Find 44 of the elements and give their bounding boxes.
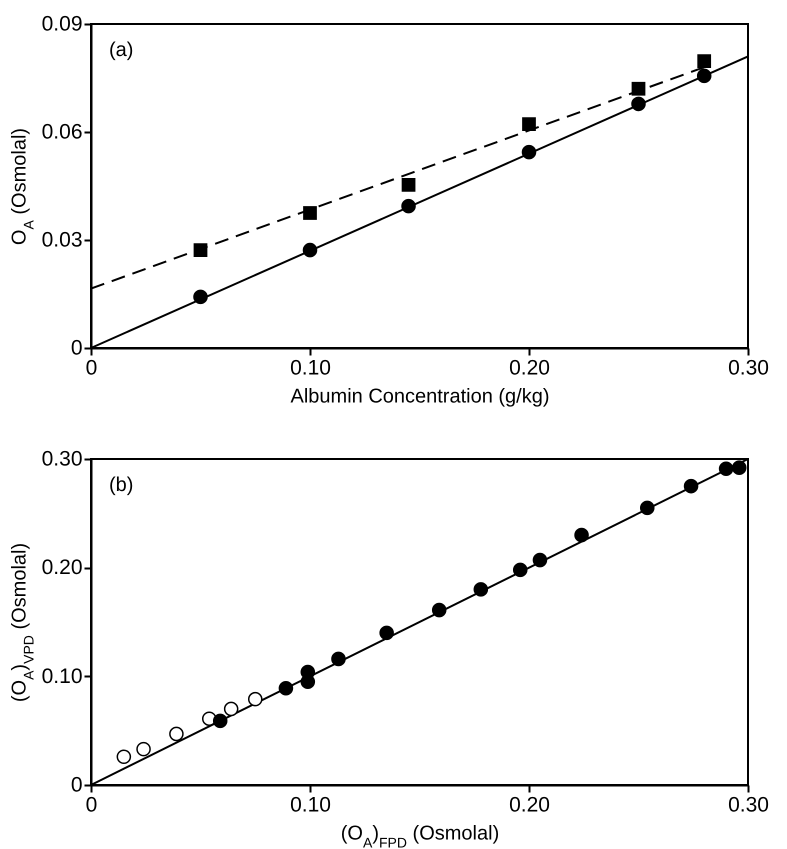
point [379,626,394,640]
point [248,692,263,706]
x-tick-label: 0 [86,356,98,380]
point [136,742,151,756]
point [697,54,712,68]
x-tick-label: 0.10 [290,356,331,380]
x-axis-title: Albumin Concentration (g/kg) [290,386,550,408]
point [522,117,536,131]
point [732,460,747,475]
point [116,749,132,764]
x-tick-label: 0.30 [728,356,769,380]
point [278,681,294,696]
y-tick-label: 0 [70,336,82,360]
annotation: (a) [109,39,134,61]
point [640,500,655,516]
x-tick-label: 0.10 [290,794,331,816]
point [474,582,488,597]
point [718,462,734,476]
x-axis-title: (O$_{A}$)$_{FPD}$ (Osmolal) [340,822,500,849]
annotation: (b) [109,474,134,496]
x-tick-label: 0.20 [509,794,550,816]
y-tick-label: 0.30 [42,448,82,470]
point [169,726,184,742]
point [194,243,208,257]
point [224,702,238,716]
y-tick-label: 0.20 [42,556,82,580]
point [512,562,528,578]
y-tick-label: 0 [70,774,82,796]
y-tick-label: 0.09 [42,12,82,36]
x-tick-label: 0 [86,794,98,816]
point [402,178,416,192]
point [303,206,317,220]
point [331,652,346,666]
y-tick-label: 0.03 [42,228,82,252]
point [532,552,548,568]
x-tick-label: 0.30 [728,794,769,816]
point [684,478,698,494]
point [432,602,446,618]
y-tick-label: 0.10 [42,664,82,688]
point [574,528,589,542]
x-tick-label: 0.20 [509,356,550,380]
point [212,714,228,728]
y-tick-label: 0.06 [42,120,82,144]
point [300,674,316,690]
